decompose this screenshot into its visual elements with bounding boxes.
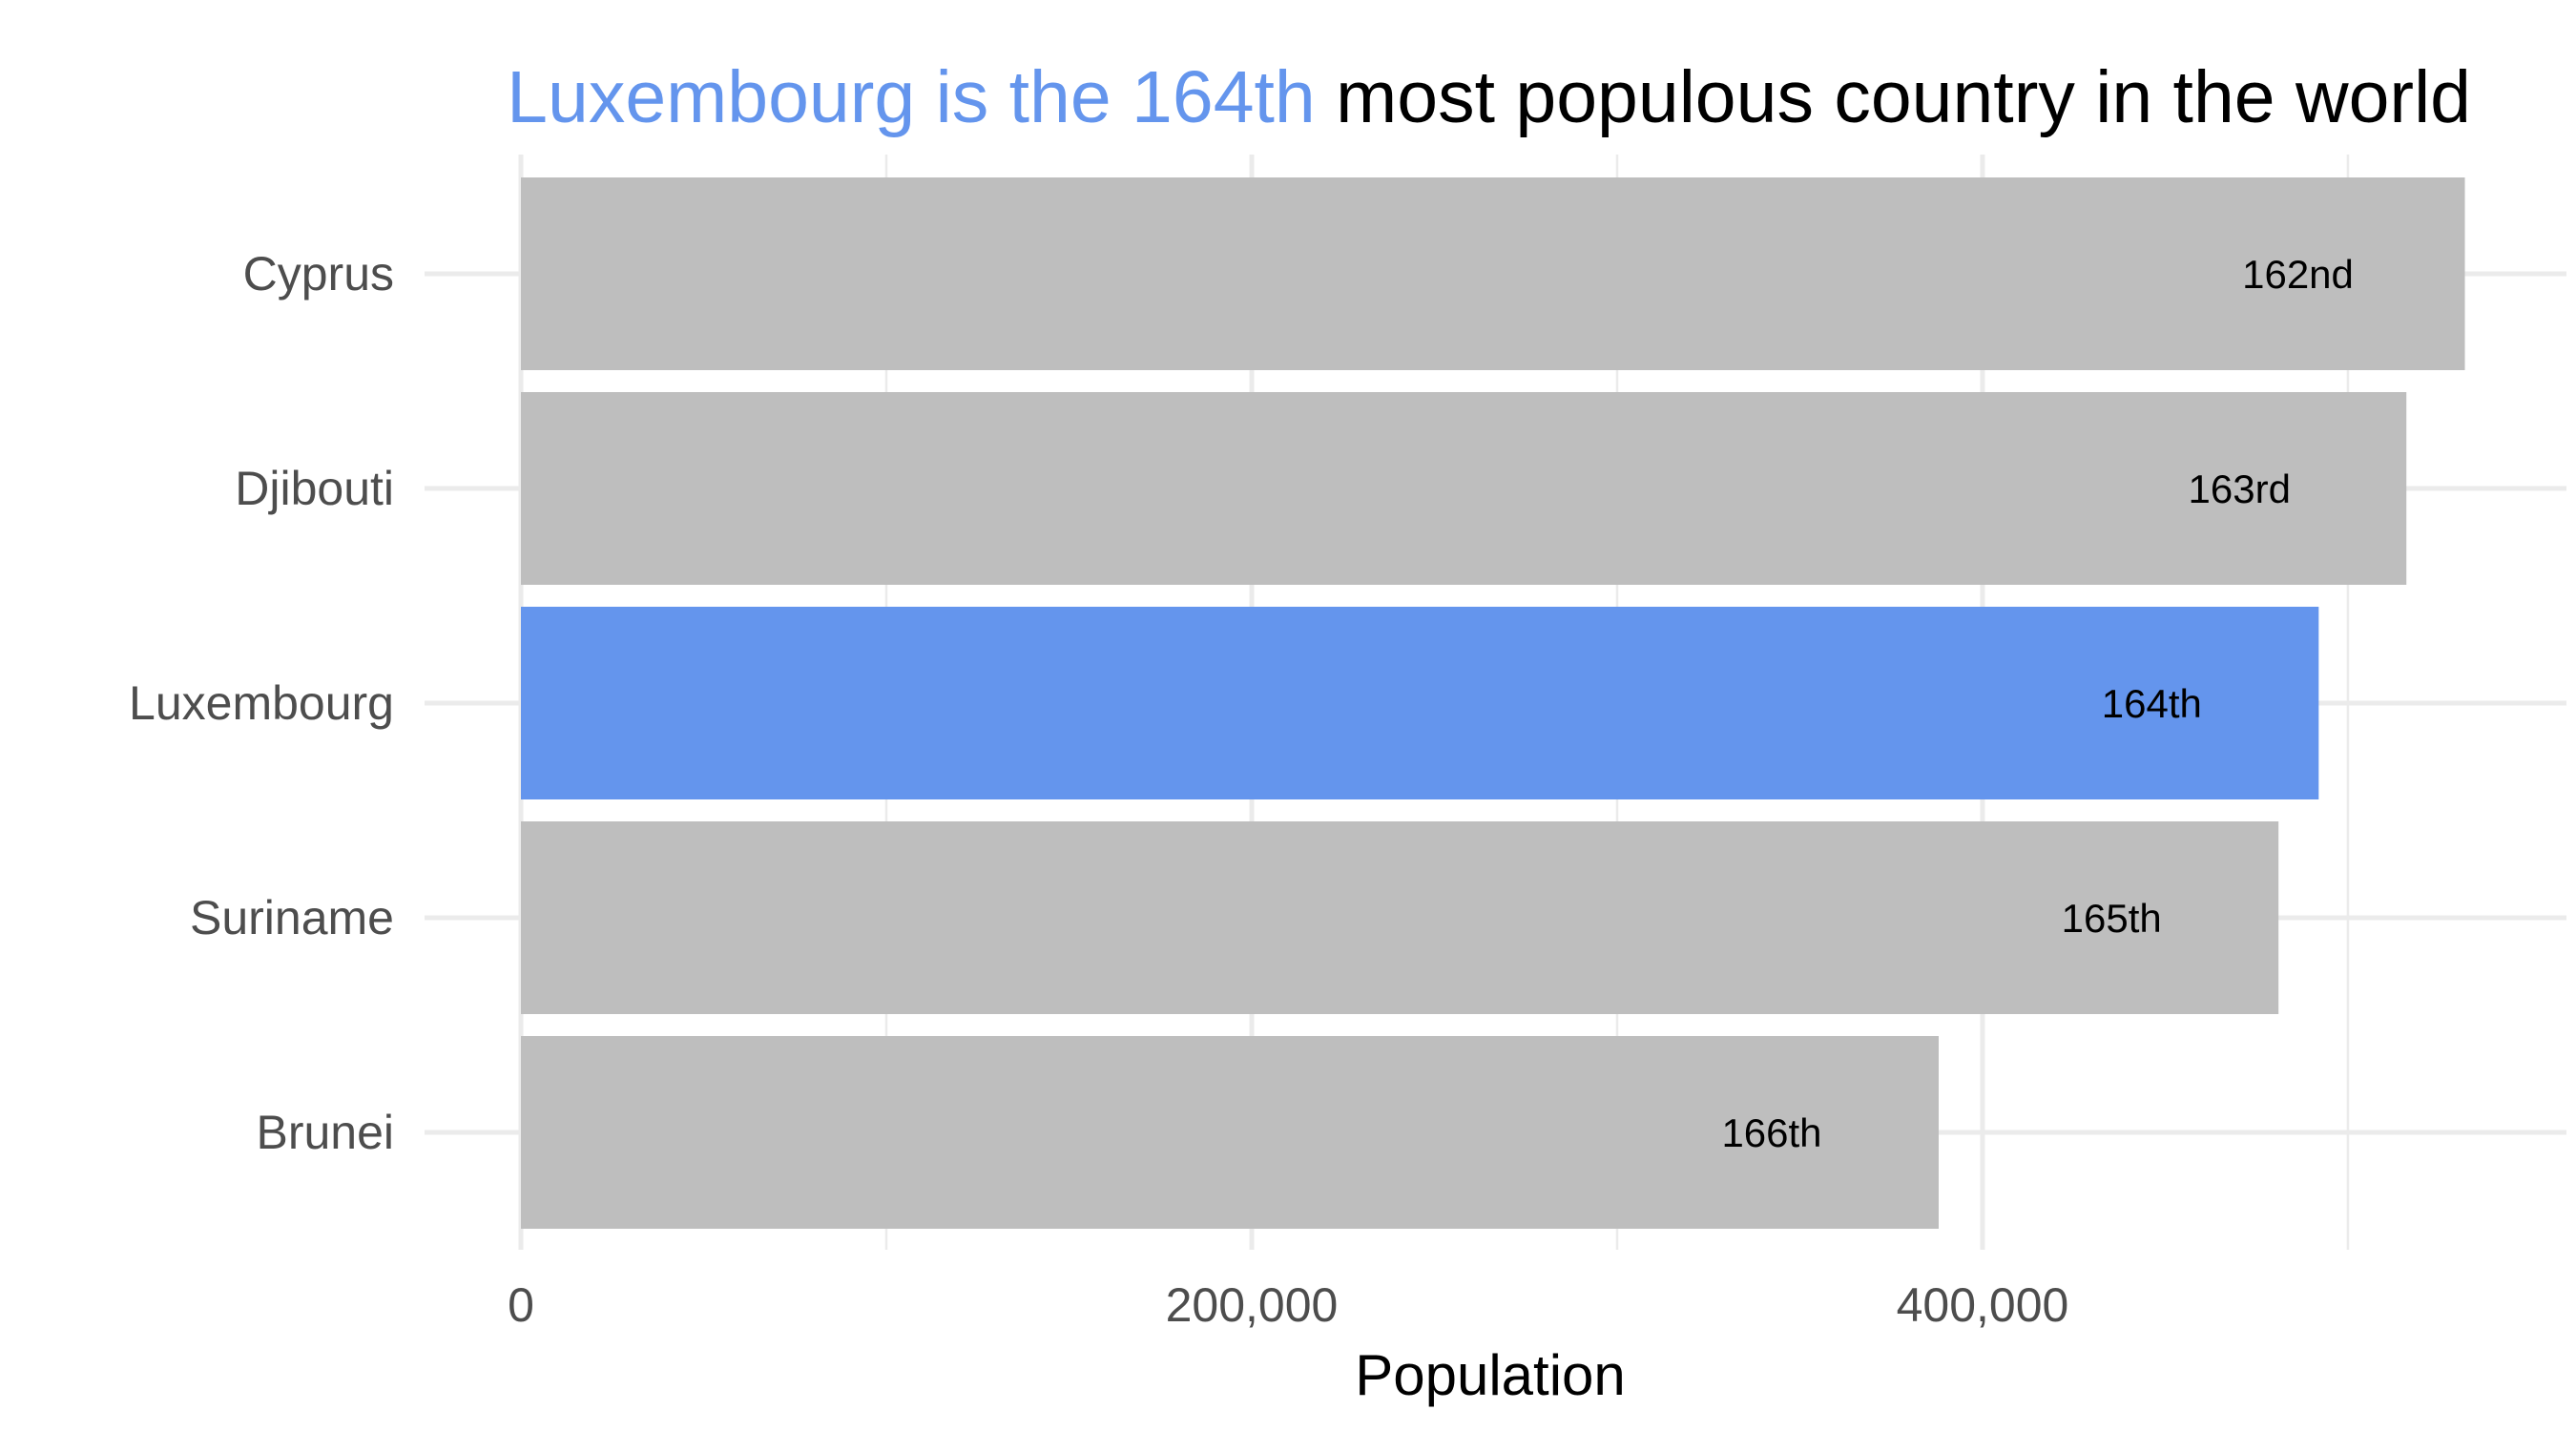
chart-title: Luxembourg is the 164th most populous co…	[507, 56, 2471, 138]
bar-suriname	[521, 821, 2279, 1014]
category-label-brunei: Brunei	[256, 1106, 394, 1159]
bar-label-brunei: 166th	[1721, 1110, 1821, 1155]
bar-label-suriname: 165th	[2062, 896, 2162, 941]
category-label-djibouti: Djibouti	[235, 462, 394, 515]
bar-djibouti	[521, 392, 2407, 585]
bar-cyprus	[521, 177, 2465, 370]
category-label-suriname: Suriname	[190, 891, 394, 944]
title-highlight: Luxembourg is the 164th	[507, 56, 1316, 138]
bars	[521, 177, 2465, 1229]
bar-brunei	[521, 1036, 1940, 1229]
bar-label-cyprus: 162nd	[2242, 252, 2354, 297]
bar-label-luxembourg: 164th	[2102, 681, 2202, 726]
bar-label-djibouti: 163rd	[2189, 467, 2291, 511]
labels: 162nd Cyprus 163rd Djibouti 164th Luxembourg 1…	[129, 247, 2354, 1332]
x-axis-title: Population	[1355, 1343, 1626, 1407]
x-tick-label: 400,000	[1897, 1278, 2069, 1332]
category-label-luxembourg: Luxembourg	[129, 676, 394, 730]
title-rest: most populous country in the world	[1316, 56, 2471, 138]
category-label-cyprus: Cyprus	[243, 247, 394, 301]
x-tick-label: 200,000	[1166, 1278, 1339, 1332]
bar-luxembourg	[521, 607, 2319, 799]
x-tick-label: 0	[508, 1278, 534, 1332]
